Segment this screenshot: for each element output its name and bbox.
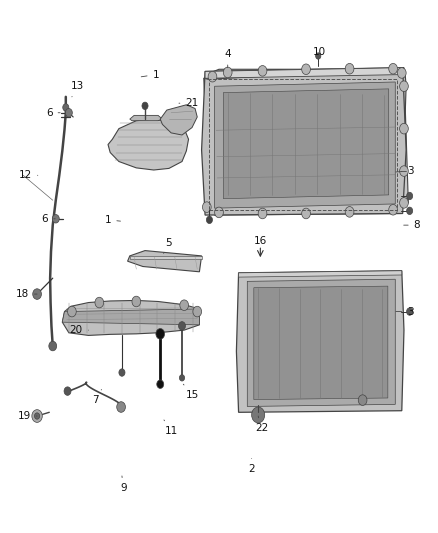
Circle shape	[345, 63, 354, 74]
Circle shape	[223, 67, 232, 78]
Text: 3: 3	[396, 306, 414, 317]
Circle shape	[63, 104, 69, 111]
Circle shape	[119, 369, 125, 376]
Circle shape	[258, 66, 267, 76]
Polygon shape	[223, 89, 389, 199]
Circle shape	[67, 306, 76, 317]
Text: 20: 20	[70, 325, 88, 335]
Circle shape	[399, 166, 408, 176]
Circle shape	[95, 297, 104, 308]
Circle shape	[64, 387, 71, 395]
Polygon shape	[204, 68, 404, 79]
Polygon shape	[215, 82, 395, 208]
Circle shape	[208, 71, 217, 82]
Text: 2: 2	[248, 458, 255, 474]
Circle shape	[132, 296, 141, 307]
Circle shape	[202, 202, 211, 213]
Text: 6: 6	[42, 214, 55, 224]
Circle shape	[215, 207, 223, 217]
Polygon shape	[127, 251, 201, 272]
Circle shape	[399, 198, 408, 208]
Text: 19: 19	[18, 411, 37, 421]
Circle shape	[193, 306, 201, 317]
Circle shape	[258, 208, 267, 219]
Circle shape	[142, 102, 148, 110]
Circle shape	[389, 63, 397, 74]
Polygon shape	[62, 301, 199, 335]
Text: 18: 18	[16, 289, 37, 299]
Polygon shape	[130, 256, 201, 259]
Text: 10: 10	[313, 47, 326, 63]
Text: 4: 4	[224, 50, 231, 68]
Circle shape	[406, 192, 413, 200]
Circle shape	[52, 215, 59, 223]
Circle shape	[302, 208, 311, 219]
Text: 12: 12	[19, 171, 38, 180]
Polygon shape	[206, 69, 406, 215]
Polygon shape	[254, 286, 388, 400]
Text: 6: 6	[46, 108, 60, 118]
Text: 5: 5	[164, 238, 172, 253]
Polygon shape	[62, 309, 199, 325]
Circle shape	[206, 216, 212, 223]
Circle shape	[156, 328, 165, 339]
Text: 21: 21	[179, 98, 199, 108]
Circle shape	[180, 375, 185, 381]
Text: 22: 22	[255, 416, 268, 433]
Text: 9: 9	[120, 476, 127, 493]
Text: 15: 15	[184, 384, 200, 400]
Circle shape	[49, 341, 57, 351]
Circle shape	[316, 53, 321, 59]
Circle shape	[399, 81, 408, 92]
Circle shape	[65, 109, 72, 117]
Circle shape	[117, 402, 125, 413]
Circle shape	[397, 68, 406, 78]
Circle shape	[33, 289, 42, 300]
Circle shape	[389, 205, 397, 215]
Text: 7: 7	[92, 390, 102, 405]
Circle shape	[179, 321, 185, 330]
Polygon shape	[201, 68, 406, 215]
Polygon shape	[205, 68, 403, 78]
Polygon shape	[247, 279, 395, 407]
Circle shape	[32, 410, 42, 422]
Text: 8: 8	[404, 220, 420, 230]
Bar	[209, 79, 396, 210]
Text: 1: 1	[105, 215, 120, 225]
Circle shape	[157, 380, 164, 389]
Text: 11: 11	[164, 420, 178, 436]
Polygon shape	[160, 105, 197, 135]
Circle shape	[358, 395, 367, 406]
Polygon shape	[130, 115, 162, 120]
Text: 1: 1	[141, 70, 159, 79]
Circle shape	[345, 207, 354, 217]
Circle shape	[252, 407, 265, 423]
Polygon shape	[237, 271, 404, 413]
Polygon shape	[108, 119, 188, 170]
Circle shape	[406, 308, 413, 316]
Text: 13: 13	[71, 81, 84, 97]
Circle shape	[180, 300, 188, 311]
Circle shape	[302, 64, 311, 75]
Circle shape	[406, 207, 413, 215]
Polygon shape	[239, 271, 402, 277]
Circle shape	[399, 123, 408, 134]
Circle shape	[35, 413, 40, 419]
Text: 16: 16	[254, 236, 267, 252]
Text: 3: 3	[396, 166, 414, 176]
Polygon shape	[204, 68, 408, 215]
